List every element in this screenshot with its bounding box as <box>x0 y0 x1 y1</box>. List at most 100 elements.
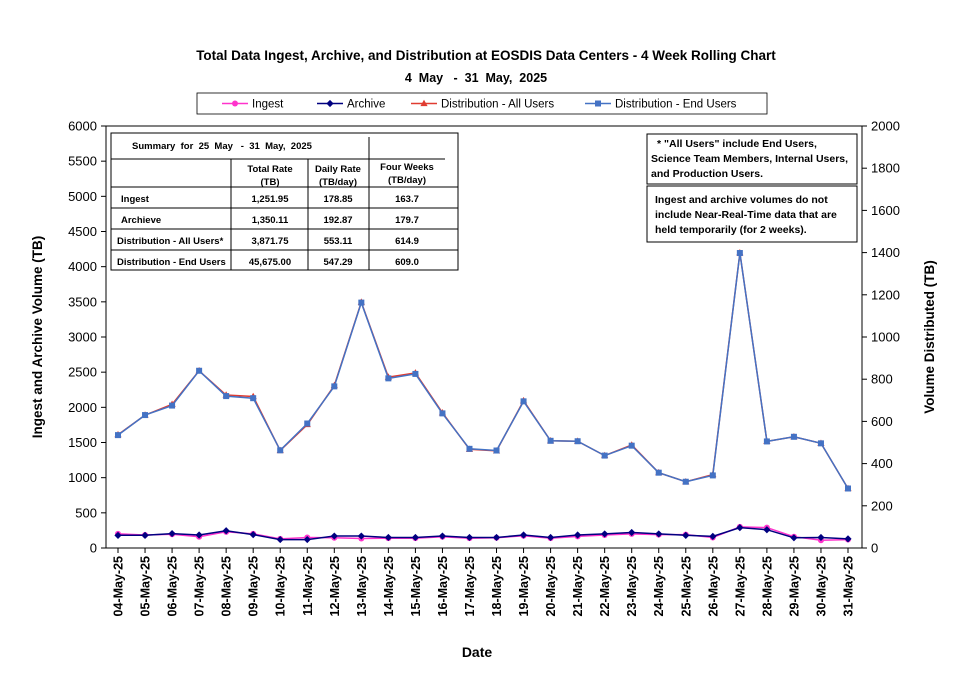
y-right-tick-label: 400 <box>871 456 893 471</box>
x-tick-label: 20-May-25 <box>544 556 558 616</box>
archive-point <box>844 535 852 543</box>
distribution-end-users-point <box>817 440 824 447</box>
y-right-tick-label: 1200 <box>871 287 900 302</box>
distribution-end-users-point <box>331 383 338 390</box>
table-cell: 179.7 <box>395 215 419 226</box>
y-axis-right-title: Volume Distributed (TB) <box>922 260 937 414</box>
note-line: and Production Users. <box>651 168 763 180</box>
table-cell: 163.7 <box>395 194 419 205</box>
x-tick-label: 26-May-25 <box>706 556 720 616</box>
distribution-end-users-point <box>655 469 662 476</box>
archive-point <box>601 530 609 538</box>
x-tick-label: 29-May-25 <box>787 556 801 616</box>
x-tick-label: 31-May-25 <box>842 556 856 616</box>
x-tick-label: 14-May-25 <box>382 556 396 616</box>
table-cell: 1,251.95 <box>252 194 290 205</box>
x-tick-label: 23-May-25 <box>625 556 639 616</box>
distribution-end-users-line <box>117 252 849 489</box>
note-line: Science Team Members, Internal Users, <box>651 153 848 165</box>
table-cell: 178.85 <box>323 194 353 205</box>
distribution-end-users-point <box>115 432 121 439</box>
x-tick-label: 10-May-25 <box>274 556 288 616</box>
distribution-end-users-point <box>250 395 257 402</box>
x-axis-title: Date <box>462 644 493 660</box>
legend-label: Archive <box>347 99 385 111</box>
table-cell: 553.11 <box>324 236 353 247</box>
x-tick-label: 05-May-25 <box>139 556 153 616</box>
archive-point <box>709 532 717 540</box>
table-cell: 614.9 <box>395 236 419 247</box>
y-left-tick-label: 3000 <box>68 330 97 345</box>
distribution-end-users-point <box>358 299 365 306</box>
archive-point <box>411 533 420 542</box>
y-right-tick-label: 200 <box>871 498 893 513</box>
y-left-tick-label: 5500 <box>68 154 97 169</box>
note-line: include Near-Real-Time data that are <box>655 209 837 221</box>
archive-point <box>790 534 798 542</box>
distribution-end-users-point <box>574 438 581 445</box>
distribution-end-users-point <box>277 447 284 454</box>
distribution-end-users-point <box>763 438 770 445</box>
x-tick-label: 30-May-25 <box>814 556 828 616</box>
x-tick-label: 28-May-25 <box>760 556 774 616</box>
series-distribution-all-users <box>114 249 852 492</box>
archive-point <box>357 532 365 540</box>
distribution-end-users-point <box>439 410 446 417</box>
distribution-end-users-point <box>466 445 473 452</box>
distribution-end-users-point <box>601 452 608 459</box>
distribution-end-users-point <box>385 375 392 382</box>
chart-title: Total Data Ingest, Archive, and Distribu… <box>196 48 776 63</box>
y-left-tick-label: 5000 <box>68 189 97 204</box>
y-left-tick-label: 3500 <box>68 294 97 309</box>
archive-point <box>114 531 122 539</box>
x-tick-label: 27-May-25 <box>733 556 747 616</box>
archive-point <box>519 531 528 539</box>
note-line: Ingest and archive volumes do not <box>655 194 828 206</box>
y-right-tick-label: 1400 <box>871 245 900 260</box>
legend: Ingest Archive Distribution - All Users Dis… <box>196 92 768 115</box>
distribution-end-users-point <box>493 447 500 454</box>
x-tick-label: 12-May-25 <box>328 556 342 616</box>
x-tick-label: 07-May-25 <box>193 556 207 616</box>
y-right-tick-label: 1800 <box>871 161 900 176</box>
note-nrt: Ingest and archive volumes do not include… <box>646 185 858 243</box>
archive-point <box>574 531 582 539</box>
legend-item-archive: Archive <box>317 99 385 111</box>
table-header-unit: (TB) <box>261 177 280 188</box>
table-row-label: Distribution - End Users <box>117 257 226 268</box>
archive-point <box>655 530 663 538</box>
y-left-tick-label: 4000 <box>68 259 97 274</box>
archive-point <box>465 533 474 542</box>
legend-marker <box>420 99 428 107</box>
legend-item-distribution-all-users: Distribution - All Users <box>411 99 554 111</box>
distribution-end-users-point <box>304 420 311 427</box>
table-cell: 609.0 <box>395 257 419 268</box>
table-row-label: Ingest <box>121 194 150 205</box>
note-all-users: * "All Users" include End Users, Science … <box>646 133 858 185</box>
archive-point <box>492 533 501 542</box>
table-cell: 45,675.00 <box>249 257 291 268</box>
y-axis-left-title: Ingest and Archive Volume (TB) <box>30 236 45 439</box>
archive-point <box>384 533 392 542</box>
x-tick-label: 13-May-25 <box>355 556 369 616</box>
legend-marker <box>232 100 238 107</box>
y-left-tick-label: 1500 <box>68 435 97 450</box>
archive-point <box>817 533 825 542</box>
x-tick-label: 19-May-25 <box>517 556 531 616</box>
distribution-end-users-point <box>547 437 554 444</box>
archive-point <box>168 529 176 538</box>
distribution-end-users-point <box>520 398 527 405</box>
legend-label: Ingest <box>252 99 284 111</box>
archive-point <box>682 531 690 539</box>
x-tick-label: 04-May-25 <box>112 556 126 616</box>
archive-point <box>438 532 447 540</box>
distribution-end-users-point <box>736 250 743 257</box>
legend-box <box>196 92 768 115</box>
distribution-end-users-point <box>709 472 716 479</box>
summary-table-frame <box>110 132 459 271</box>
distribution-end-users-point <box>196 367 203 374</box>
x-tick-label: 22-May-25 <box>598 556 612 616</box>
summary-table-title: Summary for 25 May - 31 May, 2025 <box>132 141 313 152</box>
x-tick-label: 25-May-25 <box>679 556 693 616</box>
